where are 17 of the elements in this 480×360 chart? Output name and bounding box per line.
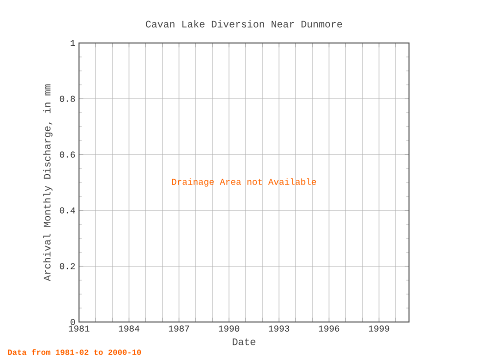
x-tick-label: 1993 (268, 326, 290, 332)
y-tick-label: 0.6 (60, 152, 75, 158)
y-tick-label: 0 (70, 318, 75, 326)
x-axis-title: Date (232, 338, 256, 346)
x-tick-label: 1999 (368, 326, 390, 332)
y-tick-label: 1 (70, 40, 76, 46)
y-axis-title: Archival Monthly Discharge, in mm (43, 84, 52, 282)
chart-title: Cavan Lake Diversion Near Dunmore (146, 20, 342, 28)
x-tick-label: 1990 (218, 326, 240, 332)
y-tick-label: 0.2 (60, 263, 75, 270)
x-tick-label: 1996 (318, 326, 340, 332)
y-tick-label: 0.4 (60, 207, 76, 214)
x-tick-label: 1987 (168, 326, 190, 332)
annotation: Drainage Area not Available (172, 178, 316, 187)
x-tick-label: 1981 (68, 326, 90, 332)
x-tick-label: 1984 (118, 326, 140, 332)
y-tick-label: 0.8 (60, 96, 75, 102)
